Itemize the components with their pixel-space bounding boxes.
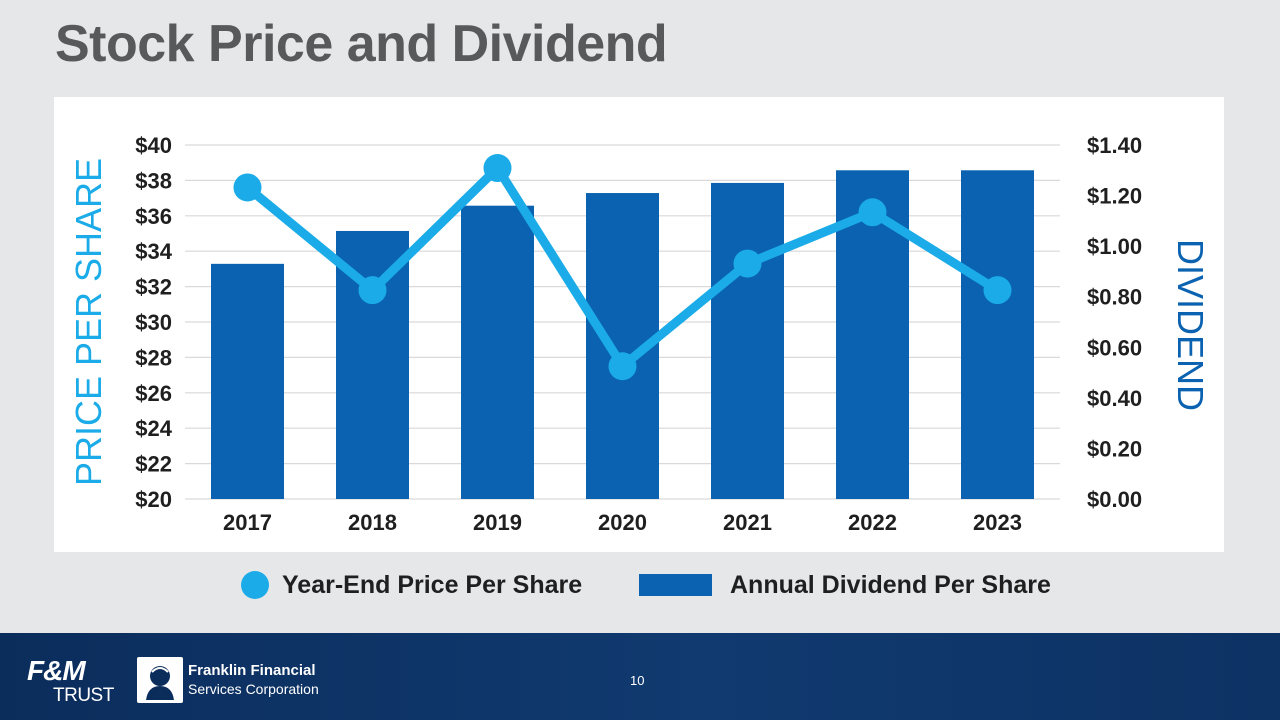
chart-legend: Year-End Price Per Share Annual Dividend…: [0, 565, 1280, 605]
price-point: [733, 249, 762, 278]
price-point: [608, 352, 637, 381]
price-tick-label: $20: [135, 487, 172, 512]
chart-panel: $20 $22 $24 $26 $28 $30 $32 $34 $36 $38 $40 $0.00 $…: [54, 97, 1224, 552]
dividend-tick-label: $0.80: [1087, 285, 1142, 310]
combo-chart: $20$22$24$26$28$30$32$34$36$38$40 $0.00$…: [68, 133, 1211, 535]
fm-logo-mark: F&M: [27, 655, 86, 686]
fm-logo-trust: TRUST: [53, 685, 114, 706]
legend-bar-icon: [639, 574, 712, 596]
price-tick-label: $28: [135, 345, 172, 370]
price-point: [358, 276, 387, 305]
price-point: [858, 198, 887, 227]
dividend-bar: [961, 170, 1034, 499]
year-tick-label: 2017: [223, 510, 272, 535]
legend-circle-icon: [241, 571, 269, 599]
company-name-line2: Services Corporation: [188, 681, 319, 697]
dividend-tick-label: $0.20: [1087, 436, 1142, 461]
year-tick-label: 2019: [473, 510, 522, 535]
year-axis-ticks: 2017 2018 2019 2020 2021 2022 2023: [223, 510, 1022, 535]
franklin-financial-logo: Franklin Financial Services Corporation: [137, 655, 319, 705]
slide-title: Stock Price and Dividend: [55, 15, 668, 73]
price-tick-label: $26: [135, 381, 172, 406]
year-tick-label: 2018: [348, 510, 397, 535]
page-number: 10: [630, 673, 645, 688]
company-name-line1: Franklin Financial: [188, 662, 316, 679]
price-tick-label: $38: [135, 168, 172, 193]
price-axis-title: PRICE PER SHARE: [68, 158, 109, 486]
legend-label-price: Year-End Price Per Share: [282, 570, 583, 599]
legend-item-dividend: Annual Dividend Per Share: [639, 565, 1051, 605]
price-point: [483, 154, 512, 183]
year-tick-label: 2023: [973, 510, 1022, 535]
dividend-tick-label: $1.40: [1087, 133, 1142, 158]
price-axis-ticks: $20 $22 $24 $26 $28 $30 $32 $34 $36 $38 $40: [135, 133, 172, 512]
price-tick-label: $22: [135, 452, 172, 477]
year-tick-label: 2020: [598, 510, 647, 535]
dividend-tick-label: $0.40: [1087, 386, 1142, 411]
price-tick-label: $40: [135, 133, 172, 158]
dividend-tick-label: $0.00: [1087, 487, 1142, 512]
dividend-bar: [211, 263, 284, 499]
legend-item-price: Year-End Price Per Share: [240, 565, 582, 605]
year-tick-label: 2021: [723, 510, 772, 535]
price-tick-label: $24: [135, 416, 172, 441]
price-line: [233, 154, 1012, 381]
year-tick-label: 2022: [848, 510, 897, 535]
dividend-tick-label: $1.00: [1087, 234, 1142, 259]
price-point: [983, 276, 1012, 305]
legend-label-dividend: Annual Dividend Per Share: [730, 570, 1051, 599]
price-tick-label: $34: [135, 239, 172, 264]
dividend-bar: [461, 205, 534, 499]
footer-bar: F&M TRUST Franklin Financial Services Co…: [0, 633, 1280, 720]
dividend-bars: [211, 170, 1034, 499]
dividend-tick-label: $1.20: [1087, 184, 1142, 209]
franklin-portrait-icon: [137, 657, 183, 703]
fm-trust-logo: F&M TRUST: [27, 655, 114, 706]
price-point: [233, 173, 262, 202]
dividend-bar: [711, 182, 784, 499]
price-tick-label: $30: [135, 310, 172, 335]
dividend-tick-label: $0.60: [1087, 335, 1142, 360]
dividend-axis-ticks: $0.00 $0.20 $0.40 $0.60 $0.80 $1.00 $1.20 $1.40: [1087, 133, 1142, 512]
dividend-axis-title: DIVIDEND: [1170, 239, 1211, 411]
price-tick-label: $32: [135, 275, 172, 300]
price-tick-label: $36: [135, 204, 172, 229]
